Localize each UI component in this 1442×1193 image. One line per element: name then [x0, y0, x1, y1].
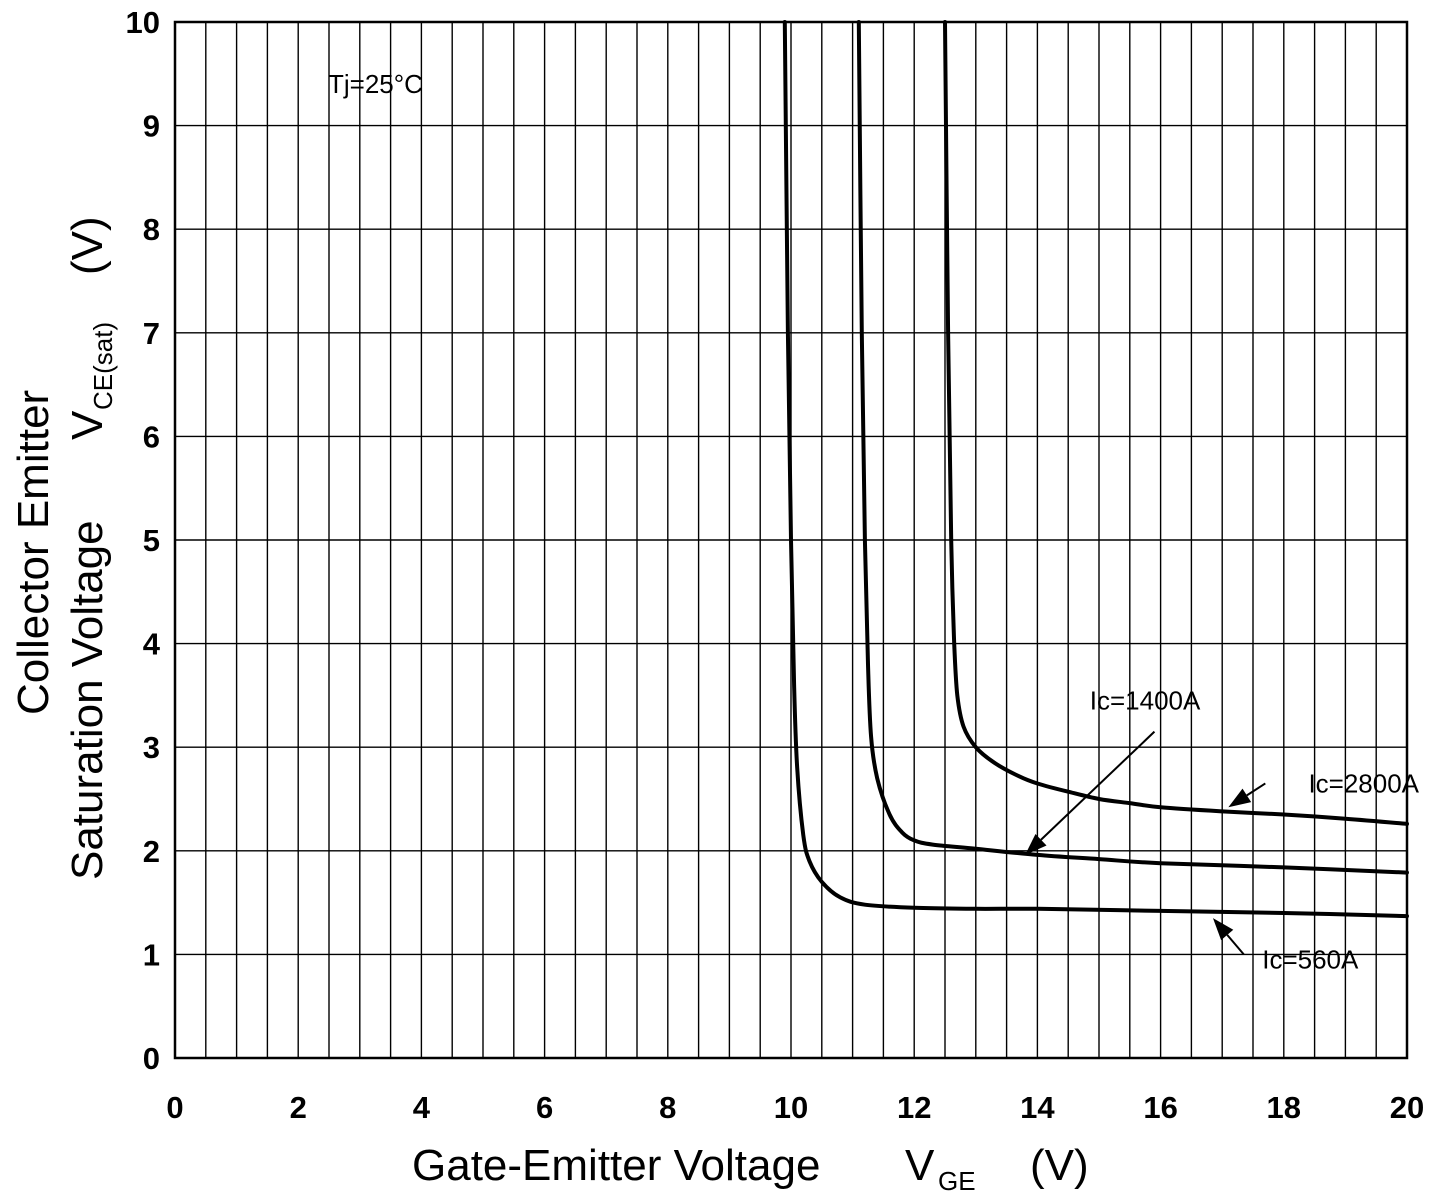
x-axis-symbol: V: [905, 1141, 935, 1190]
x-tick-label: 4: [413, 1090, 431, 1125]
y-axis-unit: (V): [63, 216, 112, 275]
y-tick-label: 4: [143, 627, 161, 662]
x-tick-label: 18: [1267, 1090, 1301, 1125]
y-tick-label: 7: [143, 316, 160, 351]
series-label: Ic=2800A: [1308, 768, 1419, 798]
series-line-2: [856, 20, 1409, 875]
series-label: Ic=1400A: [1090, 686, 1201, 716]
x-tick-label: 8: [659, 1090, 676, 1125]
annotation-arrow-line: [1226, 934, 1245, 956]
annotation-arrow-line: [1246, 782, 1266, 797]
series-line-3: [943, 20, 1409, 826]
x-tick-label: 14: [1020, 1090, 1055, 1125]
x-axis-title: Gate-Emitter Voltage: [412, 1141, 820, 1190]
series-line-1: [782, 20, 1409, 919]
y-tick-label: 5: [143, 523, 160, 558]
x-tick-labels: 0 2 4 6 8 10 12 14 16 18 20: [166, 1090, 1424, 1125]
y-tick-label: 2: [143, 834, 160, 869]
y-axis-symbol: V: [63, 410, 112, 440]
x-tick-label: 12: [897, 1090, 931, 1125]
annotation-arrowhead: [1025, 833, 1047, 855]
grid: [174, 21, 1408, 1059]
y-tick-label: 8: [143, 212, 160, 247]
y-tick-label: 3: [143, 730, 160, 765]
condition-label: Tj=25°C: [328, 69, 423, 99]
series-label: Ic=560A: [1262, 945, 1359, 975]
annotation-arrowhead: [1228, 788, 1252, 808]
y-tick-label: 0: [143, 1041, 160, 1076]
x-tick-label: 6: [536, 1090, 553, 1125]
x-tick-label: 10: [774, 1090, 808, 1125]
y-tick-label: 6: [143, 419, 160, 454]
x-axis-subscript: GE: [938, 1166, 976, 1193]
x-tick-label: 0: [166, 1090, 183, 1125]
annotation-arrowhead: [1212, 918, 1234, 941]
x-axis-unit: (V): [1030, 1141, 1089, 1190]
y-axis-title-line2: Saturation Voltage: [63, 520, 112, 880]
plot-frame: [173, 20, 1409, 1060]
series-annotations: Ic=1400A Ic=2800A Ic=560A: [1025, 686, 1420, 975]
annotation-arrow-line: [1040, 730, 1156, 841]
y-axis-title-line1: Collector Emitter: [9, 390, 58, 715]
x-tick-label: 16: [1143, 1090, 1177, 1125]
x-tick-label: 2: [290, 1090, 307, 1125]
y-tick-label: 1: [143, 937, 160, 972]
y-axis-subscript: CE(sat): [88, 322, 118, 410]
y-tick-label: 10: [126, 5, 160, 40]
x-tick-label: 20: [1390, 1090, 1424, 1125]
y-tick-label: 9: [143, 109, 160, 144]
series-curves: [782, 20, 1409, 919]
y-tick-labels: 0 1 2 3 4 5 6 7 8 9 10: [126, 5, 161, 1076]
